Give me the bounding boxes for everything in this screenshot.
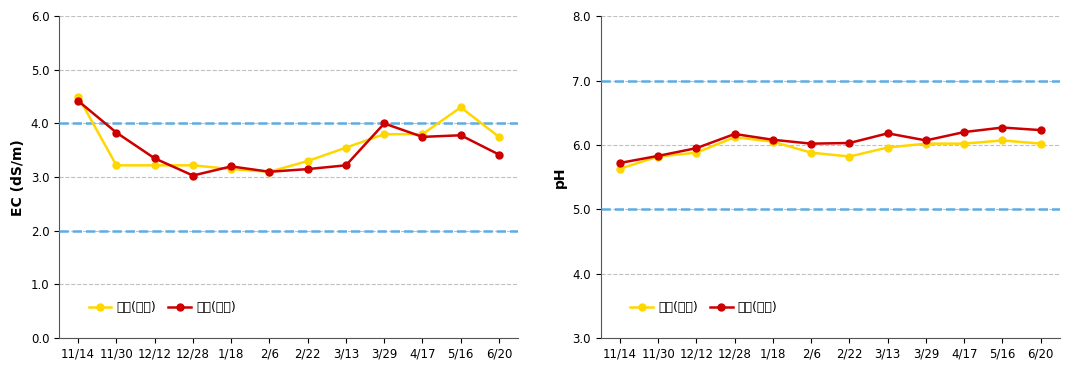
배액(빨강) [804,141,817,146]
배액(빨강) [614,161,627,165]
배액(빨강) [340,163,352,167]
Line: 배액(빨강): 배액(빨강) [617,124,1044,166]
배액(빨강) [652,154,665,158]
배액(노랑) [340,145,352,150]
배액(노랑) [72,94,85,99]
배액(노랑) [378,132,391,137]
배액(노랑) [263,170,276,174]
배액(노랑) [957,141,970,146]
배액(빨강) [416,135,428,139]
배액(빨강) [225,164,238,169]
배액(빨강) [1035,128,1047,132]
배액(빨강) [920,138,933,142]
배액(노랑) [728,135,741,140]
배액(빨강) [996,125,1009,130]
배액(노랑) [186,163,199,167]
배액(빨강) [881,131,894,135]
Y-axis label: pH: pH [553,166,567,188]
배액(노랑) [1035,141,1047,146]
배액(노랑) [614,167,627,171]
Line: 배액(노랑): 배액(노랑) [617,134,1044,172]
배액(빨강) [454,133,467,138]
배액(노랑) [416,132,428,137]
Y-axis label: EC (dS/m): EC (dS/m) [11,139,25,215]
배액(빨강) [728,132,741,136]
배액(빨강) [148,156,161,161]
배액(빨강) [493,153,506,157]
Line: 배액(빨강): 배액(빨강) [75,97,502,179]
배액(노랑) [493,135,506,139]
배액(빨강) [72,99,85,103]
배액(빨강) [957,130,970,134]
배액(빨강) [263,170,276,174]
배액(노랑) [767,140,780,144]
배액(노랑) [454,105,467,110]
배액(노랑) [652,154,665,159]
배액(빨강) [186,173,199,178]
배액(빨강) [301,167,314,171]
배액(노랑) [996,138,1009,142]
배액(빨강) [843,141,856,145]
배액(빨강) [378,121,391,126]
Line: 배액(노랑): 배액(노랑) [75,93,502,175]
배액(빨강) [690,146,703,150]
배액(노랑) [301,159,314,163]
Legend: 배액(노랑), 배액(빨강): 배액(노랑), 배액(빨강) [84,296,241,319]
배액(노랑) [690,150,703,155]
배액(노랑) [881,145,894,150]
배액(노랑) [225,167,238,171]
배액(노랑) [110,163,123,167]
배액(노랑) [843,154,856,159]
배액(빨강) [110,130,123,135]
배액(노랑) [804,150,817,155]
배액(노랑) [920,141,933,146]
배액(빨강) [767,138,780,142]
배액(노랑) [148,163,161,167]
Legend: 배액(노랑), 배액(빨강): 배액(노랑), 배액(빨강) [625,296,783,319]
